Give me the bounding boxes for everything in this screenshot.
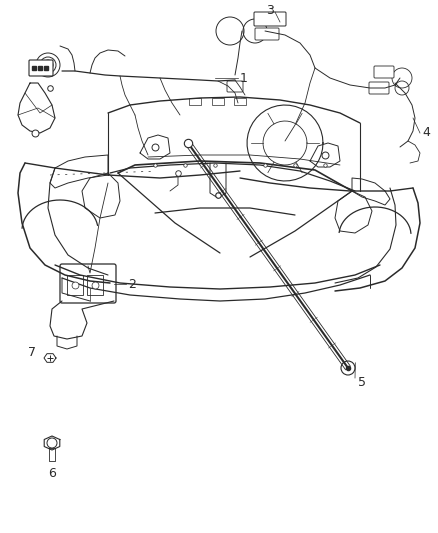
Text: 1: 1 (240, 71, 248, 85)
FancyBboxPatch shape (29, 60, 53, 76)
Text: 7: 7 (28, 346, 36, 359)
FancyBboxPatch shape (60, 264, 116, 303)
Text: 6: 6 (48, 467, 56, 480)
FancyBboxPatch shape (254, 12, 286, 26)
Text: 4: 4 (422, 126, 430, 140)
FancyBboxPatch shape (374, 66, 394, 78)
Bar (67, 275, 83, 295)
Text: 2: 2 (128, 278, 136, 290)
Bar (189, 98, 201, 105)
FancyBboxPatch shape (227, 81, 243, 92)
Bar (87, 275, 103, 295)
Text: 3: 3 (266, 4, 274, 17)
Text: 5: 5 (358, 376, 366, 390)
Bar (234, 98, 246, 105)
Bar (212, 98, 224, 105)
FancyBboxPatch shape (255, 28, 279, 40)
FancyBboxPatch shape (369, 82, 389, 94)
